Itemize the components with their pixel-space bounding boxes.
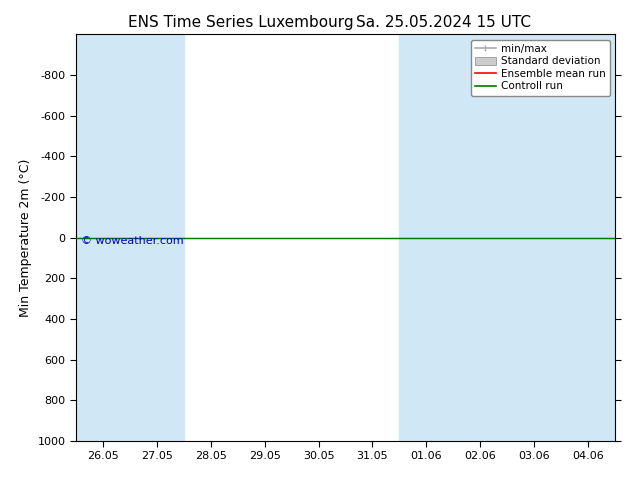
Text: ENS Time Series Luxembourg: ENS Time Series Luxembourg [128, 15, 354, 30]
Bar [507, 34, 615, 441]
Legend: min/max, Standard deviation, Ensemble mean run, Controll run: min/max, Standard deviation, Ensemble me… [470, 40, 610, 96]
Bar [76, 34, 184, 441]
Bar [399, 34, 507, 441]
Text: © woweather.com: © woweather.com [81, 236, 184, 245]
Y-axis label: Min Temperature 2m (°C): Min Temperature 2m (°C) [19, 158, 32, 317]
Text: Sa. 25.05.2024 15 UTC: Sa. 25.05.2024 15 UTC [356, 15, 531, 30]
